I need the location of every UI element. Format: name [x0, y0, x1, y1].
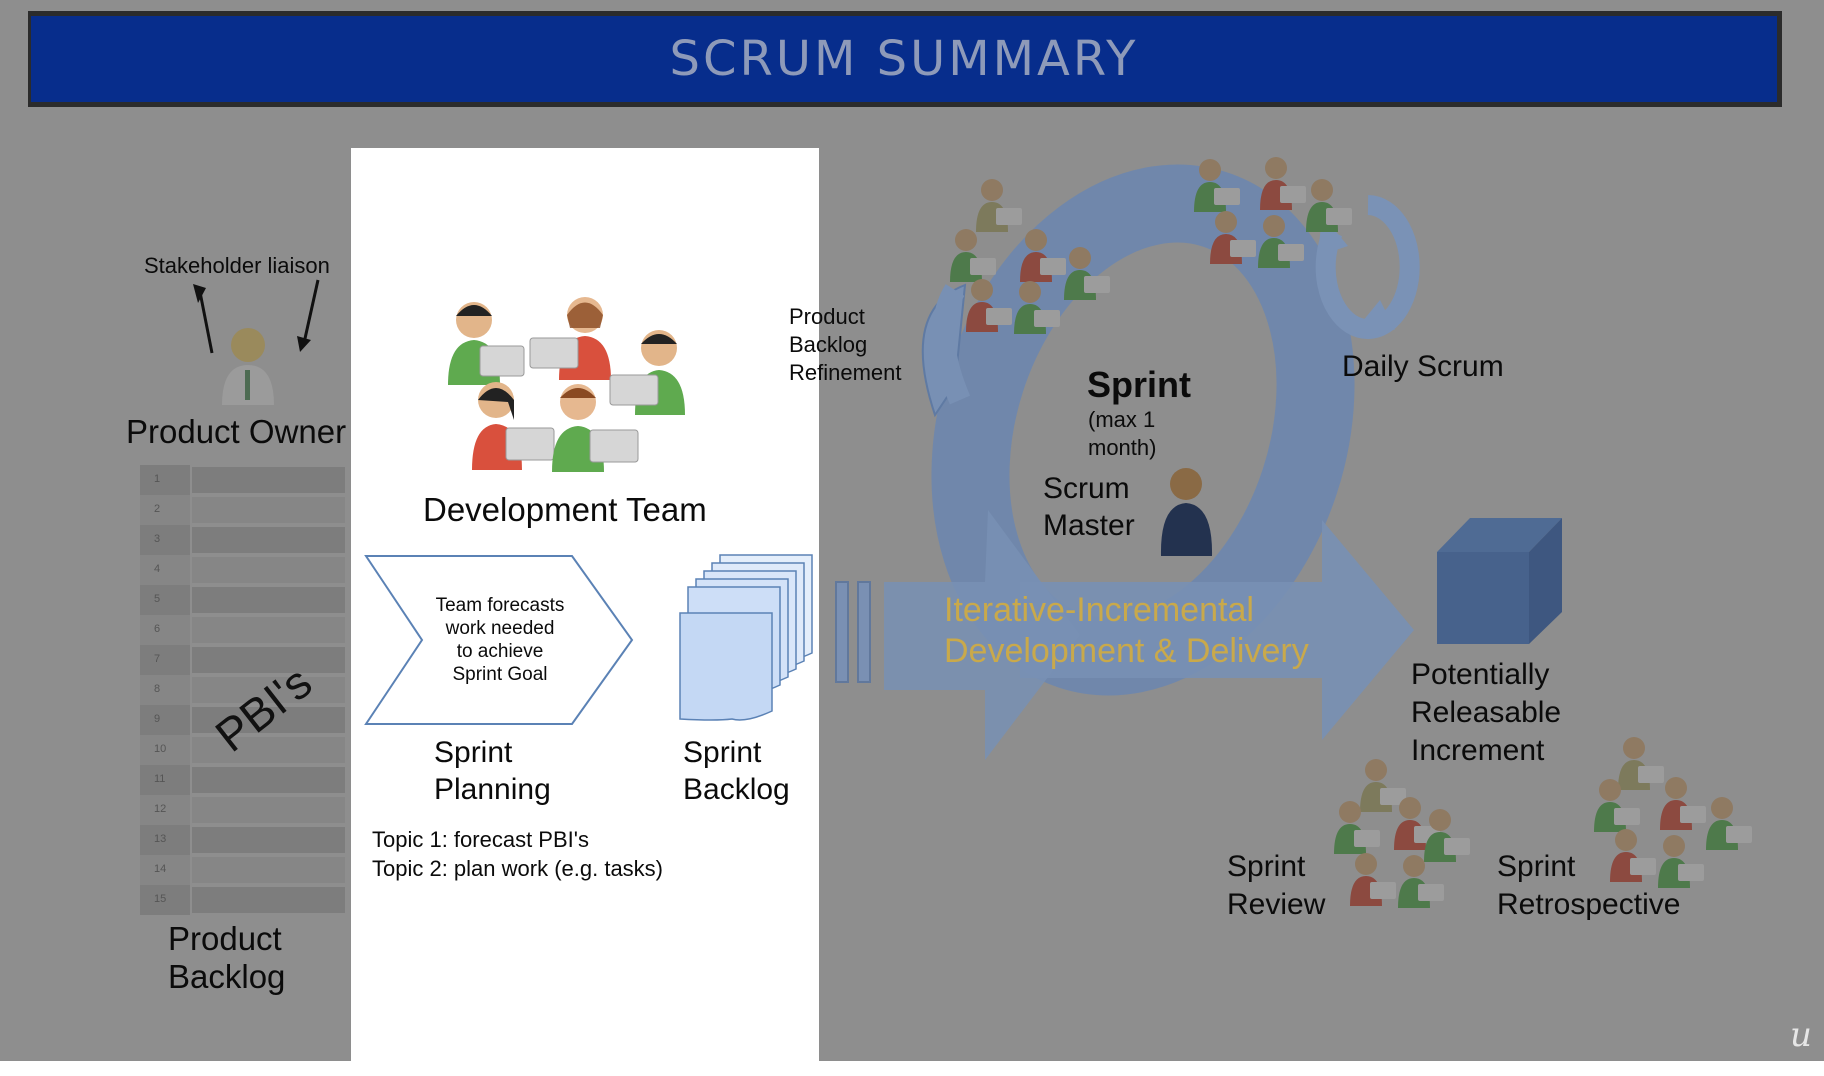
backlog-row: 1 [140, 465, 345, 495]
sprint-retrospective-label-line1: Sprint [1497, 850, 1576, 883]
refinement-label-line3: Refinement [789, 360, 902, 385]
backlog-row: 4 [140, 555, 345, 585]
scrum-master-label-line1: Scrum [1043, 472, 1130, 505]
backlog-row-number: 13 [140, 825, 190, 855]
backlog-row: 9 [140, 705, 345, 735]
backlog-row: 8 [140, 675, 345, 705]
sprint-retrospective-label-line2: Retrospective [1497, 888, 1681, 921]
backlog-row: 14 [140, 855, 345, 885]
backlog-row: 13 [140, 825, 345, 855]
backlog-row-number: 15 [140, 885, 190, 915]
sprint-planning-chevron [364, 555, 634, 725]
backlog-row: 11 [140, 765, 345, 795]
backlog-row: 15 [140, 885, 345, 915]
backlog-row: 6 [140, 615, 345, 645]
sprint-duration-line2: month) [1088, 435, 1157, 460]
iterative-arrow [835, 510, 1414, 760]
product-backlog-label-line1: Product [168, 920, 282, 957]
backlog-row-number: 11 [140, 765, 190, 795]
sprint-title: Sprint [1087, 364, 1191, 405]
backlog-row-bar [192, 467, 345, 493]
sprint-backlog-pages-icon [679, 554, 813, 721]
increment-label-line2: Releasable [1411, 696, 1562, 729]
sprint-backlog-label-line2: Backlog [683, 773, 790, 806]
daily-scrum-label: Daily Scrum [1342, 350, 1504, 383]
backlog-row-number: 9 [140, 705, 190, 735]
product-backlog-label-line2: Backlog [168, 958, 286, 995]
increment-label-line1: Potentially [1411, 658, 1550, 691]
backlog-row-bar [192, 677, 345, 703]
iterative-text-line1: Iterative-Incremental [944, 591, 1254, 629]
development-team-icon [448, 297, 685, 472]
sprint-duration-line1: (max 1 [1088, 407, 1156, 432]
increment-label-line3: Increment [1411, 734, 1545, 767]
title-bar: SCRUM SUMMARY [28, 11, 1782, 107]
development-team-label: Development Team [423, 491, 707, 528]
backlog-row-bar [192, 737, 345, 763]
topic1-text: Topic 1: forecast PBI's [372, 827, 589, 852]
chevron-text-line4: Sprint Goal [452, 664, 548, 685]
backlog-row-number: 12 [140, 795, 190, 825]
iterative-text-line2: Development & Delivery [944, 632, 1309, 670]
stakeholder-liaison-label: Stakeholder liaison [144, 253, 330, 278]
backlog-row: 7 [140, 645, 345, 675]
sprint-review-label-line2: Review [1227, 888, 1326, 921]
backlog-row-number: 4 [140, 555, 190, 585]
chevron-text-line3: to achieve [456, 641, 544, 662]
backlog-row-number: 8 [140, 675, 190, 705]
chevron-text-line2: work needed [445, 618, 555, 639]
stakeholder-arrows [193, 279, 320, 354]
backlog-row-bar [192, 707, 345, 733]
backlog-row-number: 7 [140, 645, 190, 675]
backlog-row: 5 [140, 585, 345, 615]
slide-title: SCRUM SUMMARY [669, 31, 1139, 87]
scrum-master-figure [1160, 468, 1213, 556]
backlog-row-bar [192, 857, 345, 883]
refinement-label-line2: Backlog [789, 332, 868, 357]
backlog-row: 3 [140, 525, 345, 555]
product-owner-label: Product Owner [126, 413, 347, 450]
backlog-row-number: 5 [140, 585, 190, 615]
watermark-logo: u [1790, 1015, 1812, 1055]
sprint-planning-label-line2: Planning [434, 773, 551, 806]
backlog-row-number: 10 [140, 735, 190, 765]
product-backlog-table: 1 2 3 4 5 6 7 8 9 10 11 12 13 14 15 [140, 465, 345, 915]
topic2-text: Topic 2: plan work (e.g. tasks) [372, 856, 664, 881]
backlog-row-bar [192, 647, 345, 673]
backlog-row-bar [192, 557, 345, 583]
backlog-row-number: 1 [140, 465, 190, 495]
backlog-row: 2 [140, 495, 345, 525]
sprint-review-label-line1: Sprint [1227, 850, 1306, 883]
backlog-row-bar [192, 617, 345, 643]
sprint-planning-label-line1: Sprint [434, 736, 513, 769]
product-owner-figure [222, 328, 274, 405]
scrum-master-label-line2: Master [1043, 509, 1135, 542]
backlog-row-bar [192, 827, 345, 853]
backlog-row: 10 [140, 735, 345, 765]
daily-scrum-loop [1315, 195, 1420, 339]
increment-cube-icon [1437, 518, 1562, 644]
backlog-row-bar [192, 887, 345, 913]
backlog-row-number: 14 [140, 855, 190, 885]
sprint-backlog-label-line1: Sprint [683, 736, 762, 769]
backlog-row-number: 3 [140, 525, 190, 555]
refinement-label-line1: Product [789, 304, 865, 329]
backlog-row-bar [192, 527, 345, 553]
backlog-row-number: 6 [140, 615, 190, 645]
backlog-row-bar [192, 767, 345, 793]
chevron-text-line1: Team forecasts [435, 595, 565, 616]
backlog-row-bar [192, 497, 345, 523]
backlog-row-number: 2 [140, 495, 190, 525]
bottom-strip [0, 1061, 1824, 1076]
backlog-row: 12 [140, 795, 345, 825]
backlog-row-bar [192, 797, 345, 823]
backlog-row-bar [192, 587, 345, 613]
